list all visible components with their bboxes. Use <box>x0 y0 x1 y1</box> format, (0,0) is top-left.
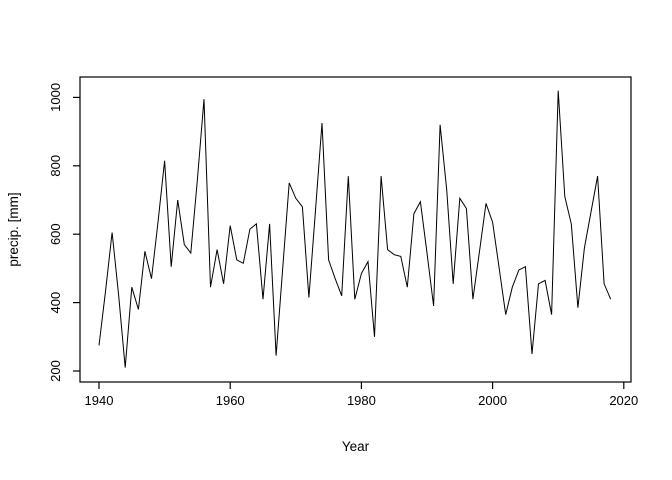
plot-box <box>79 76 632 383</box>
x-tick-label: 1960 <box>216 393 245 408</box>
x-tick-label: 1980 <box>347 393 376 408</box>
x-tick-label: 2000 <box>478 393 507 408</box>
y-axis-title: precip. [mm] <box>6 192 21 266</box>
y-tick-label: 800 <box>48 155 63 177</box>
data-series <box>98 90 612 368</box>
y-tick-label: 1000 <box>48 83 63 112</box>
x-axis-title: Year <box>342 439 370 454</box>
y-tick-label: 400 <box>48 292 63 314</box>
precip-line-series <box>98 90 612 368</box>
y-axis-ticks: 200 400 600 800 1000 <box>48 83 80 382</box>
x-tick-label: 1940 <box>85 393 114 408</box>
y-tick-label: 600 <box>48 223 63 245</box>
x-tick-label: 2020 <box>609 393 638 408</box>
y-tick-label: 200 <box>48 360 63 382</box>
x-axis-ticks: 1940 1960 1980 2000 2020 <box>85 382 638 408</box>
